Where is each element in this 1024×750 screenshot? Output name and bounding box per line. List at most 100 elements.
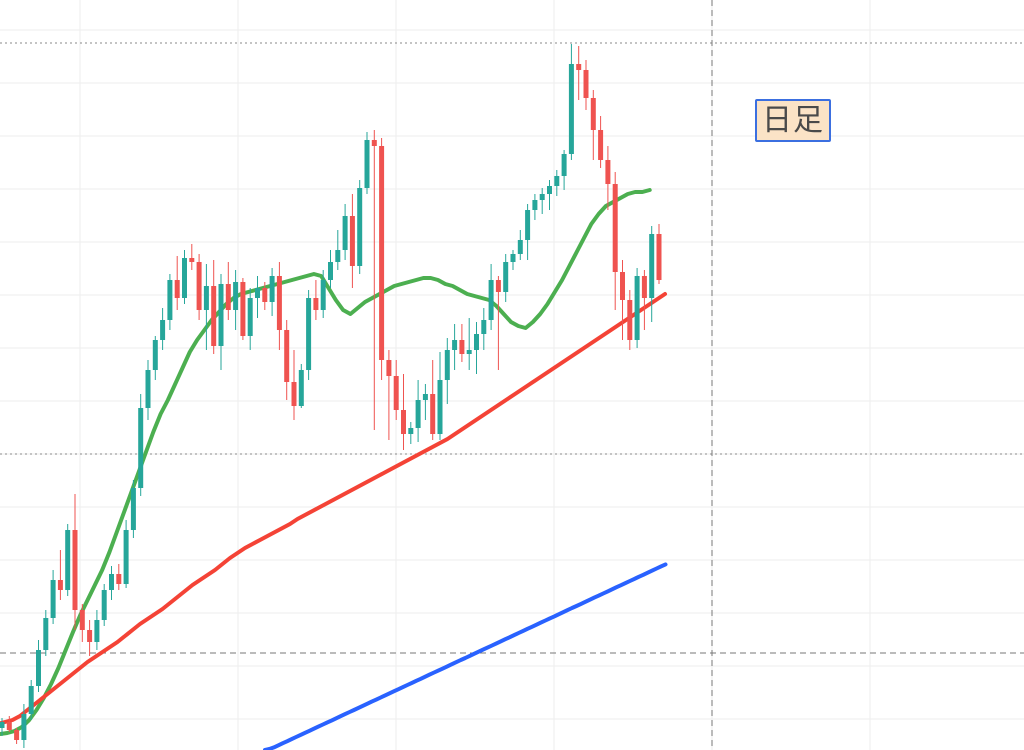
candle <box>641 270 647 330</box>
candle-body <box>130 488 136 530</box>
candle <box>123 520 129 588</box>
candle-body <box>481 320 487 334</box>
candle-body <box>65 530 71 590</box>
candle <box>313 280 319 320</box>
candle <box>269 268 275 316</box>
candle <box>50 570 56 624</box>
candle-body <box>641 276 647 298</box>
candle <box>474 322 479 374</box>
candle <box>138 394 144 496</box>
candle-body <box>203 286 209 310</box>
candle <box>167 274 173 330</box>
candle-body <box>160 320 166 340</box>
candle <box>43 610 49 656</box>
candle <box>444 338 450 404</box>
candle-body <box>6 722 12 730</box>
candle <box>152 336 158 380</box>
candle-body <box>14 730 20 740</box>
candle <box>371 130 377 430</box>
candle <box>6 716 12 732</box>
candle <box>605 146 611 210</box>
candle-body <box>510 254 516 262</box>
candle-body <box>116 574 122 584</box>
candle-body <box>320 280 326 310</box>
candle <box>649 226 655 322</box>
candle <box>517 230 523 260</box>
candle <box>21 704 27 748</box>
candle-body <box>371 140 377 146</box>
candle-body <box>335 250 341 262</box>
candle <box>466 318 472 370</box>
timeframe-badge: 日足 <box>755 99 831 142</box>
candle-body <box>612 184 618 272</box>
candle <box>36 640 41 692</box>
candle <box>247 288 253 350</box>
candle-body <box>649 234 655 298</box>
candle <box>174 256 180 310</box>
candle-body <box>225 284 231 310</box>
candle <box>525 204 531 260</box>
candle <box>233 270 239 330</box>
candle-body <box>627 300 633 340</box>
candle <box>0 718 5 736</box>
candle <box>109 566 114 600</box>
candle <box>160 308 166 350</box>
candle <box>576 46 582 100</box>
candle <box>590 90 596 160</box>
candle <box>276 262 282 350</box>
candle-body <box>233 282 239 310</box>
candle <box>620 260 625 340</box>
candle <box>320 270 326 318</box>
candle-body <box>328 262 333 280</box>
candle-body <box>561 154 567 176</box>
candle-body <box>401 410 406 434</box>
candle-body <box>452 340 458 350</box>
candle-body <box>182 258 187 298</box>
candle-body <box>393 376 399 410</box>
candle <box>211 260 217 354</box>
candle-body <box>291 382 297 406</box>
candle-body <box>437 380 443 434</box>
candle-body <box>21 714 27 740</box>
candle-body <box>605 160 611 184</box>
candle-body <box>634 276 640 340</box>
candle <box>495 276 501 370</box>
candle <box>422 384 428 420</box>
candle-body <box>145 370 151 408</box>
candle-body <box>590 98 596 130</box>
candle <box>328 250 333 288</box>
candle <box>459 324 465 362</box>
candle <box>291 350 297 420</box>
candle <box>583 60 589 110</box>
candle <box>547 180 552 210</box>
candle-body <box>313 298 319 310</box>
candle <box>386 350 392 440</box>
candle-body <box>174 280 180 298</box>
candle-body <box>79 610 85 630</box>
candle <box>284 320 290 400</box>
candle-body <box>28 686 34 714</box>
candle <box>28 680 34 720</box>
candle-body <box>57 580 63 590</box>
candle-body <box>539 194 545 200</box>
candle <box>393 360 399 420</box>
candle-body <box>94 620 100 642</box>
candle <box>561 150 567 190</box>
candle <box>255 276 260 318</box>
candle-body <box>357 188 363 266</box>
ma-line-short <box>0 188 652 736</box>
candle <box>401 374 406 450</box>
candle <box>408 422 414 444</box>
candle <box>87 620 93 656</box>
candle-body <box>50 580 56 618</box>
candle <box>182 250 187 304</box>
candle-body <box>138 408 144 488</box>
candle-body <box>342 216 348 250</box>
candle-body <box>262 288 268 302</box>
candle <box>189 244 195 270</box>
candle-body <box>466 350 472 354</box>
candle-body <box>349 216 355 266</box>
candle <box>306 290 312 380</box>
candle-body <box>306 298 312 370</box>
